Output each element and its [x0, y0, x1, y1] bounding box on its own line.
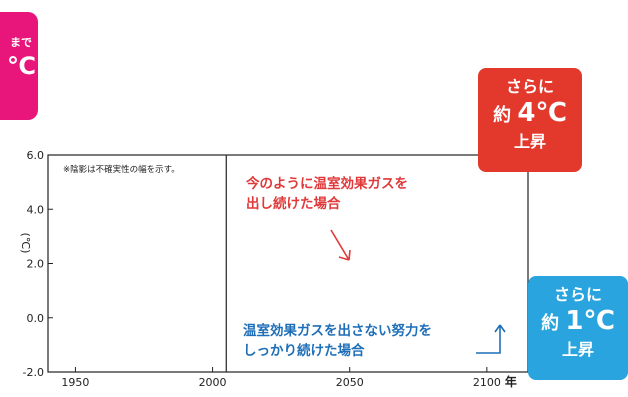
x-tick-label: 2100 [473, 376, 501, 389]
y-axis-label: (℃) [19, 233, 32, 254]
high-callout-line1: さらに [505, 77, 554, 96]
top-left-callout-line1: まで [10, 36, 32, 49]
low-scenario-arrow [476, 324, 506, 354]
plot-frame [47, 154, 529, 373]
y-tick-label: 6.0 [27, 149, 45, 162]
low-callout-prefix: 約 [541, 313, 560, 334]
low-callout-value-line: 約 1℃ [528, 306, 628, 339]
top-left-callout: まで ℃ [0, 12, 38, 120]
y-tick-label: 4.0 [27, 203, 45, 216]
high-callout-prefix: 約 [493, 105, 512, 126]
y-tick-label: 2.0 [27, 258, 45, 271]
low-scenario-callout: さらに 約 1℃ 上昇 [528, 276, 628, 380]
low-callout-line1: さらに [553, 285, 602, 304]
low-scenario-label: 温室効果ガスを出さない努力を [243, 322, 432, 339]
top-left-callout-line2: ℃ [6, 52, 36, 80]
axis-layer: -2.0 0.0 2.0 4.0 6.0 1950 2000 2050 2100 年 (℃) [19, 149, 529, 389]
high-scenario-callout: さらに 約 4℃ 上昇 [478, 68, 582, 172]
low-callout-value: 1℃ [565, 306, 615, 336]
high-scenario-label: 今のように温室効果ガスを [246, 175, 408, 192]
high-scenario-arrow [330, 229, 351, 261]
high-callout-line3: 上昇 [513, 132, 546, 151]
y-tick-label: 0.0 [27, 312, 45, 325]
high-callout-value: 4℃ [517, 98, 567, 128]
low-callout-line3: 上昇 [561, 340, 594, 359]
label-layer: ※陰影は不確実性の幅を示す。今のように温室効果ガスを出し続けた場合温室効果ガスを… [63, 164, 506, 359]
x-tick-label: 2050 [336, 376, 364, 389]
high-callout-value-line: 約 4℃ [478, 98, 582, 131]
high-scenario-label: 出し続けた場合 [246, 195, 341, 212]
x-tick-label: 2000 [199, 376, 227, 389]
low-scenario-label: しっかり続けた場合 [243, 342, 365, 359]
x-unit-label: 年 [505, 374, 517, 389]
x-tick-label: 1950 [61, 376, 89, 389]
y-tick-label: -2.0 [23, 366, 44, 379]
uncertainty-note: ※陰影は不確実性の幅を示す。 [63, 164, 180, 175]
